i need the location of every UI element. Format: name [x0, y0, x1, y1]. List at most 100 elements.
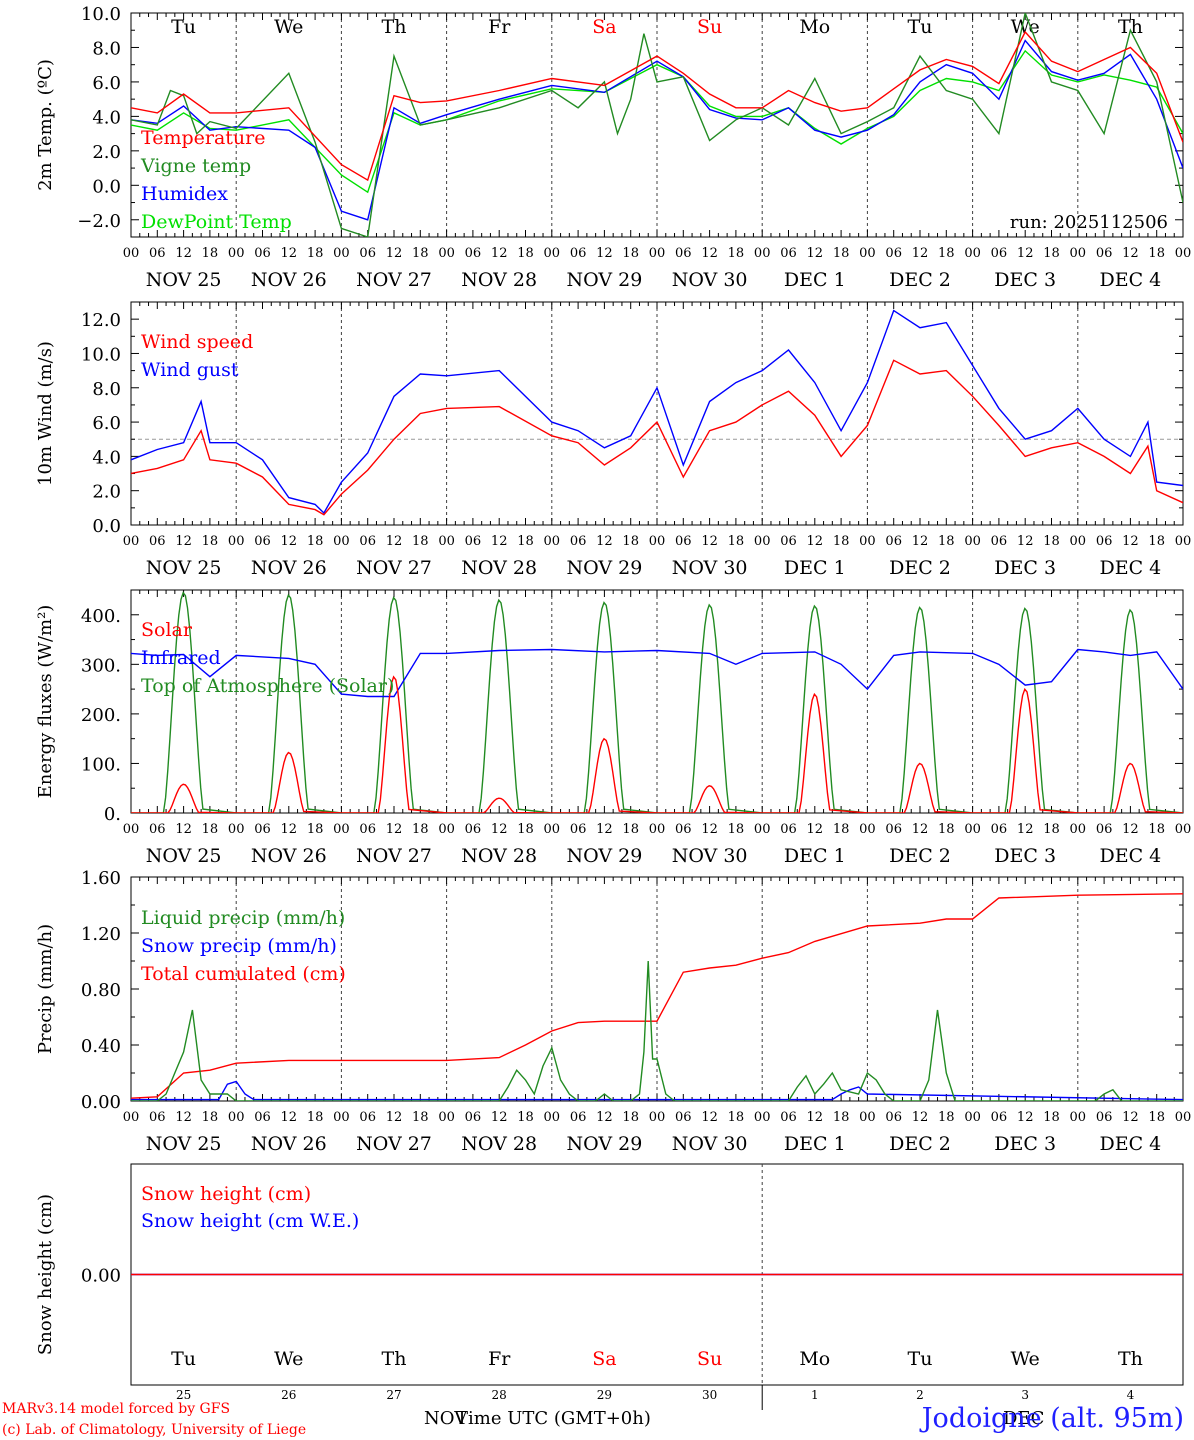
- hour-tick-label: 00: [438, 246, 455, 261]
- hour-tick-label: 18: [622, 534, 639, 549]
- series-line-wind-speed: [131, 359, 1183, 516]
- hour-tick-label: 12: [596, 246, 613, 261]
- y-tick-label: 100.: [81, 754, 121, 775]
- hour-tick-label: 00: [1070, 246, 1087, 261]
- weekday-label: Tu: [171, 1348, 196, 1370]
- hour-tick-label: 18: [833, 534, 850, 549]
- hour-tick-label: 06: [465, 1110, 482, 1125]
- hour-tick-label: 12: [912, 822, 929, 837]
- hour-tick-label: 06: [254, 822, 271, 837]
- hour-tick-label: 12: [596, 534, 613, 549]
- date-label: DEC 3: [994, 269, 1056, 291]
- panels: −2.00.02.04.06.08.010.02m Temp. (ºC)00 06…: [35, 4, 1191, 1410]
- hour-tick-label: 12: [1017, 1110, 1034, 1125]
- series-line-total-cumulated-cm-: [131, 893, 1183, 1099]
- hour-tick-label: 12: [807, 246, 824, 261]
- y-tick-label: 0.00: [81, 1266, 121, 1287]
- hour-tick-label: 00: [649, 822, 666, 837]
- date-label: DEC 4: [1100, 269, 1162, 291]
- hour-tick-label: 00: [859, 534, 876, 549]
- hour-tick-label: 18: [412, 246, 429, 261]
- date-label: NOV 28: [461, 269, 537, 291]
- hour-tick-label: 18: [833, 246, 850, 261]
- hour-tick-label: 06: [780, 1110, 797, 1125]
- hour-tick-label: 12: [807, 1110, 824, 1125]
- day-number: 1: [811, 1388, 819, 1402]
- hour-tick-label: 12: [1122, 246, 1139, 261]
- date-label: NOV 25: [146, 845, 222, 867]
- hour-tick-label: 06: [1096, 822, 1113, 837]
- hour-tick-label: 12: [912, 534, 929, 549]
- hour-tick-label: 00: [228, 822, 245, 837]
- hour-tick-label: 06: [1096, 246, 1113, 261]
- hour-tick-label: 00: [649, 534, 666, 549]
- legend-item: Temperature: [141, 127, 265, 149]
- day-number: 27: [386, 1388, 401, 1402]
- weekday-label: Mo: [799, 1348, 830, 1370]
- hour-tick-label: 12: [491, 534, 508, 549]
- hour-tick-label: 18: [833, 822, 850, 837]
- date-label: DEC 1: [784, 1133, 846, 1155]
- hour-tick-label: 18: [307, 246, 324, 261]
- weekday-label: We: [274, 1348, 303, 1370]
- hour-tick-label: 00: [1175, 822, 1192, 837]
- hour-tick-label: 06: [1096, 1110, 1113, 1125]
- hour-tick-label: 12: [386, 1110, 403, 1125]
- hour-tick-label: 18: [622, 822, 639, 837]
- hour-tick-label: 06: [570, 822, 587, 837]
- hour-tick-label: 00: [1070, 1110, 1087, 1125]
- hour-tick-label: 00: [544, 1110, 561, 1125]
- date-label: DEC 1: [784, 845, 846, 867]
- date-label: NOV 29: [566, 557, 642, 579]
- y-tick-label: 2.0: [92, 142, 121, 163]
- hour-tick-label: 12: [281, 1110, 298, 1125]
- hour-tick-label: 12: [807, 534, 824, 549]
- hour-tick-label: 18: [622, 246, 639, 261]
- hour-tick-label: 12: [491, 822, 508, 837]
- hour-tick-label: 06: [254, 534, 271, 549]
- hour-tick-label: 00: [754, 534, 771, 549]
- hour-tick-label: 18: [938, 1110, 955, 1125]
- hour-tick-label: 00: [649, 246, 666, 261]
- hour-tick-label: 12: [701, 1110, 718, 1125]
- hour-tick-label: 06: [570, 1110, 587, 1125]
- hour-tick-label: 00: [859, 246, 876, 261]
- date-label: DEC 2: [889, 845, 951, 867]
- hour-tick-label: 00: [1070, 534, 1087, 549]
- hour-tick-label: 12: [386, 534, 403, 549]
- hour-tick-label: 18: [307, 822, 324, 837]
- date-label: NOV 29: [566, 845, 642, 867]
- hour-tick-label: 18: [1043, 246, 1060, 261]
- hour-tick-label: 12: [1017, 534, 1034, 549]
- legend-item: Solar: [141, 619, 193, 641]
- hour-tick-label: 18: [412, 822, 429, 837]
- y-tick-label: 6.0: [92, 73, 121, 94]
- hour-tick-label: 00: [754, 1110, 771, 1125]
- hour-tick-label: 12: [491, 1110, 508, 1125]
- hour-tick-label: 18: [517, 534, 534, 549]
- legend-item: Humidex: [141, 183, 228, 205]
- date-label: DEC 2: [889, 1133, 951, 1155]
- hour-tick-label: 06: [991, 822, 1008, 837]
- date-label: NOV 30: [672, 557, 748, 579]
- hour-tick-label: 06: [570, 534, 587, 549]
- date-label: NOV 30: [672, 845, 748, 867]
- day-number: 3: [1021, 1388, 1029, 1402]
- plot-frame: [130, 589, 1184, 814]
- y-axis-label: 10m Wind (m/s): [35, 341, 56, 486]
- chart-panel-1: −2.0 0.0 2.0 4.0 6.0 8.0 10.0 2m Temp. (ºC) 00 06…: [35, 4, 1191, 291]
- hour-tick-label: 12: [386, 246, 403, 261]
- hour-tick-label: 06: [149, 822, 166, 837]
- hour-tick-label: 18: [1148, 246, 1165, 261]
- hour-tick-label: 00: [333, 822, 350, 837]
- chart-panel-3: 0. 100. 200. 300. 400. Energy fluxes (W/m²) 00…: [35, 589, 1192, 867]
- hour-tick-label: 12: [175, 246, 192, 261]
- weekday-label: Mo: [799, 16, 830, 38]
- hour-tick-label: 12: [491, 246, 508, 261]
- date-label: NOV 25: [146, 269, 222, 291]
- y-tick-label: 400.: [81, 606, 121, 627]
- date-label: DEC 2: [889, 269, 951, 291]
- date-label: DEC 4: [1100, 845, 1162, 867]
- date-label: NOV 26: [251, 557, 327, 579]
- legend-item: Wind speed: [141, 331, 253, 353]
